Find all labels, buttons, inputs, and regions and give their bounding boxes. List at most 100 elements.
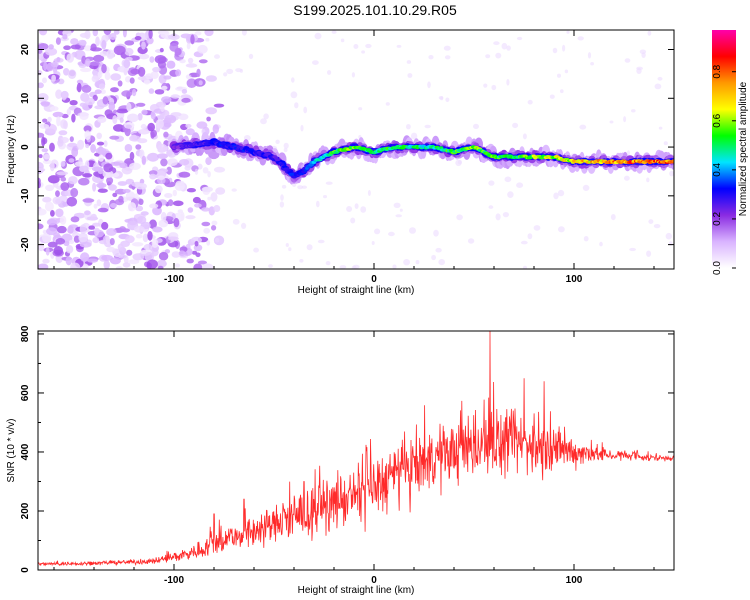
spectrogram-cell bbox=[361, 50, 365, 54]
spectrogram-cell bbox=[38, 93, 49, 102]
spectrogram-cell bbox=[98, 83, 106, 90]
spectrogram-cell bbox=[149, 219, 157, 229]
spectrogram-cell bbox=[103, 260, 110, 269]
spectrogram-cell bbox=[110, 161, 122, 166]
spectrogram-cell bbox=[55, 238, 66, 245]
spectrogram-cell bbox=[185, 74, 192, 80]
spectrogram-cell bbox=[160, 104, 165, 113]
spectrogram-cell bbox=[198, 80, 203, 86]
spectrogram-cell bbox=[122, 262, 131, 268]
spectrogram-cell bbox=[288, 247, 292, 252]
spectrogram-cell bbox=[493, 41, 500, 46]
spectrogram-cell bbox=[527, 233, 533, 240]
spectrogram-cell bbox=[97, 207, 109, 213]
spectrogram-cell bbox=[211, 225, 217, 231]
spectrogram-cell bbox=[301, 185, 307, 189]
spectrogram-cell bbox=[393, 202, 401, 208]
spectrogram-cell bbox=[198, 59, 208, 64]
spectrogram-cell bbox=[95, 147, 107, 154]
snr-x-tick-label: -100 bbox=[164, 575, 184, 586]
spectrogram-cell bbox=[488, 180, 495, 186]
snr-ticks: -100 0 100 0 200 400 600 800 bbox=[20, 325, 674, 586]
spectrogram-cell bbox=[63, 120, 68, 130]
spectrogram-cell bbox=[45, 247, 50, 256]
spectrogram-cell bbox=[140, 211, 149, 216]
spectrogram-cell bbox=[657, 76, 663, 81]
figure-title: S199.2025.101.10.29.R05 bbox=[293, 2, 457, 18]
spectrogram-cell bbox=[65, 256, 73, 266]
spectrogram-cell bbox=[84, 130, 91, 141]
spectrogram-cell bbox=[82, 173, 93, 178]
spectrogram-cell bbox=[178, 250, 186, 256]
colorbar-tick-label: 0.2 bbox=[712, 212, 723, 226]
spectrogram-cell bbox=[166, 166, 172, 175]
spectrogram-cell bbox=[473, 123, 479, 129]
spectrogram-cell bbox=[648, 219, 654, 225]
spectrogram-cell bbox=[553, 192, 559, 200]
spectrogram-cell bbox=[557, 73, 561, 78]
spectrogram-cell bbox=[84, 45, 92, 52]
spectrogram-cell bbox=[406, 60, 412, 64]
spectrogram-cell bbox=[203, 227, 211, 234]
spectrogram-cell bbox=[88, 225, 95, 230]
spectrogram-cell bbox=[101, 63, 107, 74]
spectrogram-cell bbox=[118, 226, 127, 233]
spectrogram-cell bbox=[495, 213, 501, 221]
spectrogram-cell bbox=[92, 222, 101, 227]
spectrogram-cell bbox=[163, 131, 169, 138]
spectrogram-cell bbox=[129, 77, 135, 84]
spectrogram-cell bbox=[316, 200, 320, 208]
spectrogram-cell bbox=[127, 113, 139, 123]
colorbar: 0.0 0.2 0.4 0.6 0.8 Normalized spectral ampl… bbox=[712, 30, 749, 275]
spectrogram-cell bbox=[84, 210, 91, 216]
spectrogram-cell bbox=[312, 60, 319, 65]
spectrogram-cell bbox=[138, 53, 150, 60]
spectrogram-cell bbox=[157, 143, 168, 153]
spectrogram-cell bbox=[179, 59, 186, 64]
spectrogram-cell bbox=[438, 259, 446, 266]
spectrogram-cell bbox=[151, 238, 159, 248]
spectrogram-cell bbox=[583, 236, 589, 242]
spectrogram-cell bbox=[96, 141, 105, 146]
spectrogram-cell bbox=[129, 162, 141, 170]
spectrogram-cell bbox=[113, 45, 126, 56]
spectrogram-cell bbox=[55, 208, 64, 218]
spectrogram-cell bbox=[76, 82, 82, 93]
spectrogram-cell bbox=[63, 45, 71, 50]
colorbar-tick-label: 0.0 bbox=[712, 261, 723, 275]
spectrogram-cell bbox=[39, 123, 50, 129]
spectrogram-cell bbox=[55, 89, 63, 99]
spectrogram-cell bbox=[70, 44, 81, 50]
spectrogram-cell bbox=[137, 113, 143, 121]
spectrogram-cell bbox=[164, 249, 171, 254]
spectrogram-cell bbox=[148, 30, 153, 39]
spectrogram-cell bbox=[110, 203, 117, 208]
spectrogram-cell bbox=[60, 182, 70, 191]
spectrogram-cell bbox=[170, 94, 181, 99]
spectrogram-cell bbox=[202, 167, 209, 174]
spectrogram-cell bbox=[196, 68, 201, 78]
spectrogram-cell bbox=[42, 77, 47, 84]
spectrogram-cell bbox=[174, 263, 181, 268]
spectrogram-cell bbox=[113, 30, 120, 35]
spectrogram-cell bbox=[365, 43, 372, 49]
spectrogram-cell bbox=[68, 158, 75, 163]
spectrogram-cell bbox=[98, 154, 104, 162]
spectrogram-cell bbox=[38, 263, 49, 269]
colorbar-gradient bbox=[712, 30, 736, 268]
spectrogram-cell bbox=[658, 126, 663, 130]
spectrogram-cell bbox=[71, 113, 76, 123]
spectrogram-cell bbox=[410, 132, 418, 140]
spectrogram-cell bbox=[215, 237, 220, 243]
colorbar-title: Normalized spectral amplitude bbox=[738, 81, 749, 216]
spectrogram-cell bbox=[175, 69, 182, 77]
spectrogram-cell bbox=[152, 226, 163, 233]
spectrogram-cell bbox=[205, 37, 210, 42]
spectrogram-cell bbox=[57, 139, 64, 147]
spectrogram-cell bbox=[119, 117, 124, 123]
spectrogram-cell bbox=[69, 100, 78, 106]
spectrogram-cell bbox=[140, 123, 147, 130]
spectrogram-cell bbox=[654, 83, 662, 90]
spectrogram-cell bbox=[90, 213, 97, 221]
